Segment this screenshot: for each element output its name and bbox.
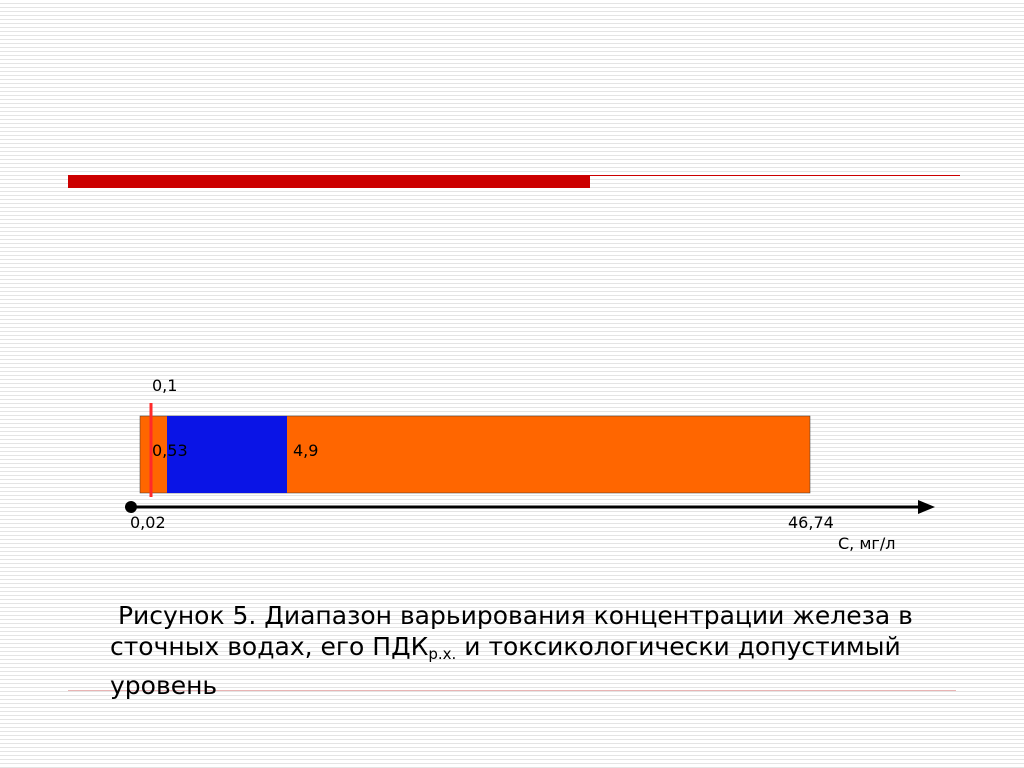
caption: Рисунок 5. Диапазон варьирования концент…: [110, 600, 970, 701]
label-pdk: 0,1: [152, 376, 177, 395]
caption-text: Рисунок 5. Диапазон варьирования концент…: [110, 601, 913, 661]
tolerable-range: [167, 416, 287, 493]
axis-origin: [125, 501, 137, 513]
caption-subscript: р.х.: [428, 645, 457, 663]
caption-text: и токсикологически допустимый уровень: [110, 632, 901, 700]
header-bar: [68, 175, 590, 188]
label-max: 46,74: [788, 513, 834, 532]
axis-arrow: [918, 500, 935, 514]
label-lower: 0,53: [152, 441, 188, 460]
label-min: 0,02: [130, 513, 166, 532]
axis-label: С, мг/л: [838, 534, 895, 553]
label-upper: 4,9: [293, 441, 318, 460]
